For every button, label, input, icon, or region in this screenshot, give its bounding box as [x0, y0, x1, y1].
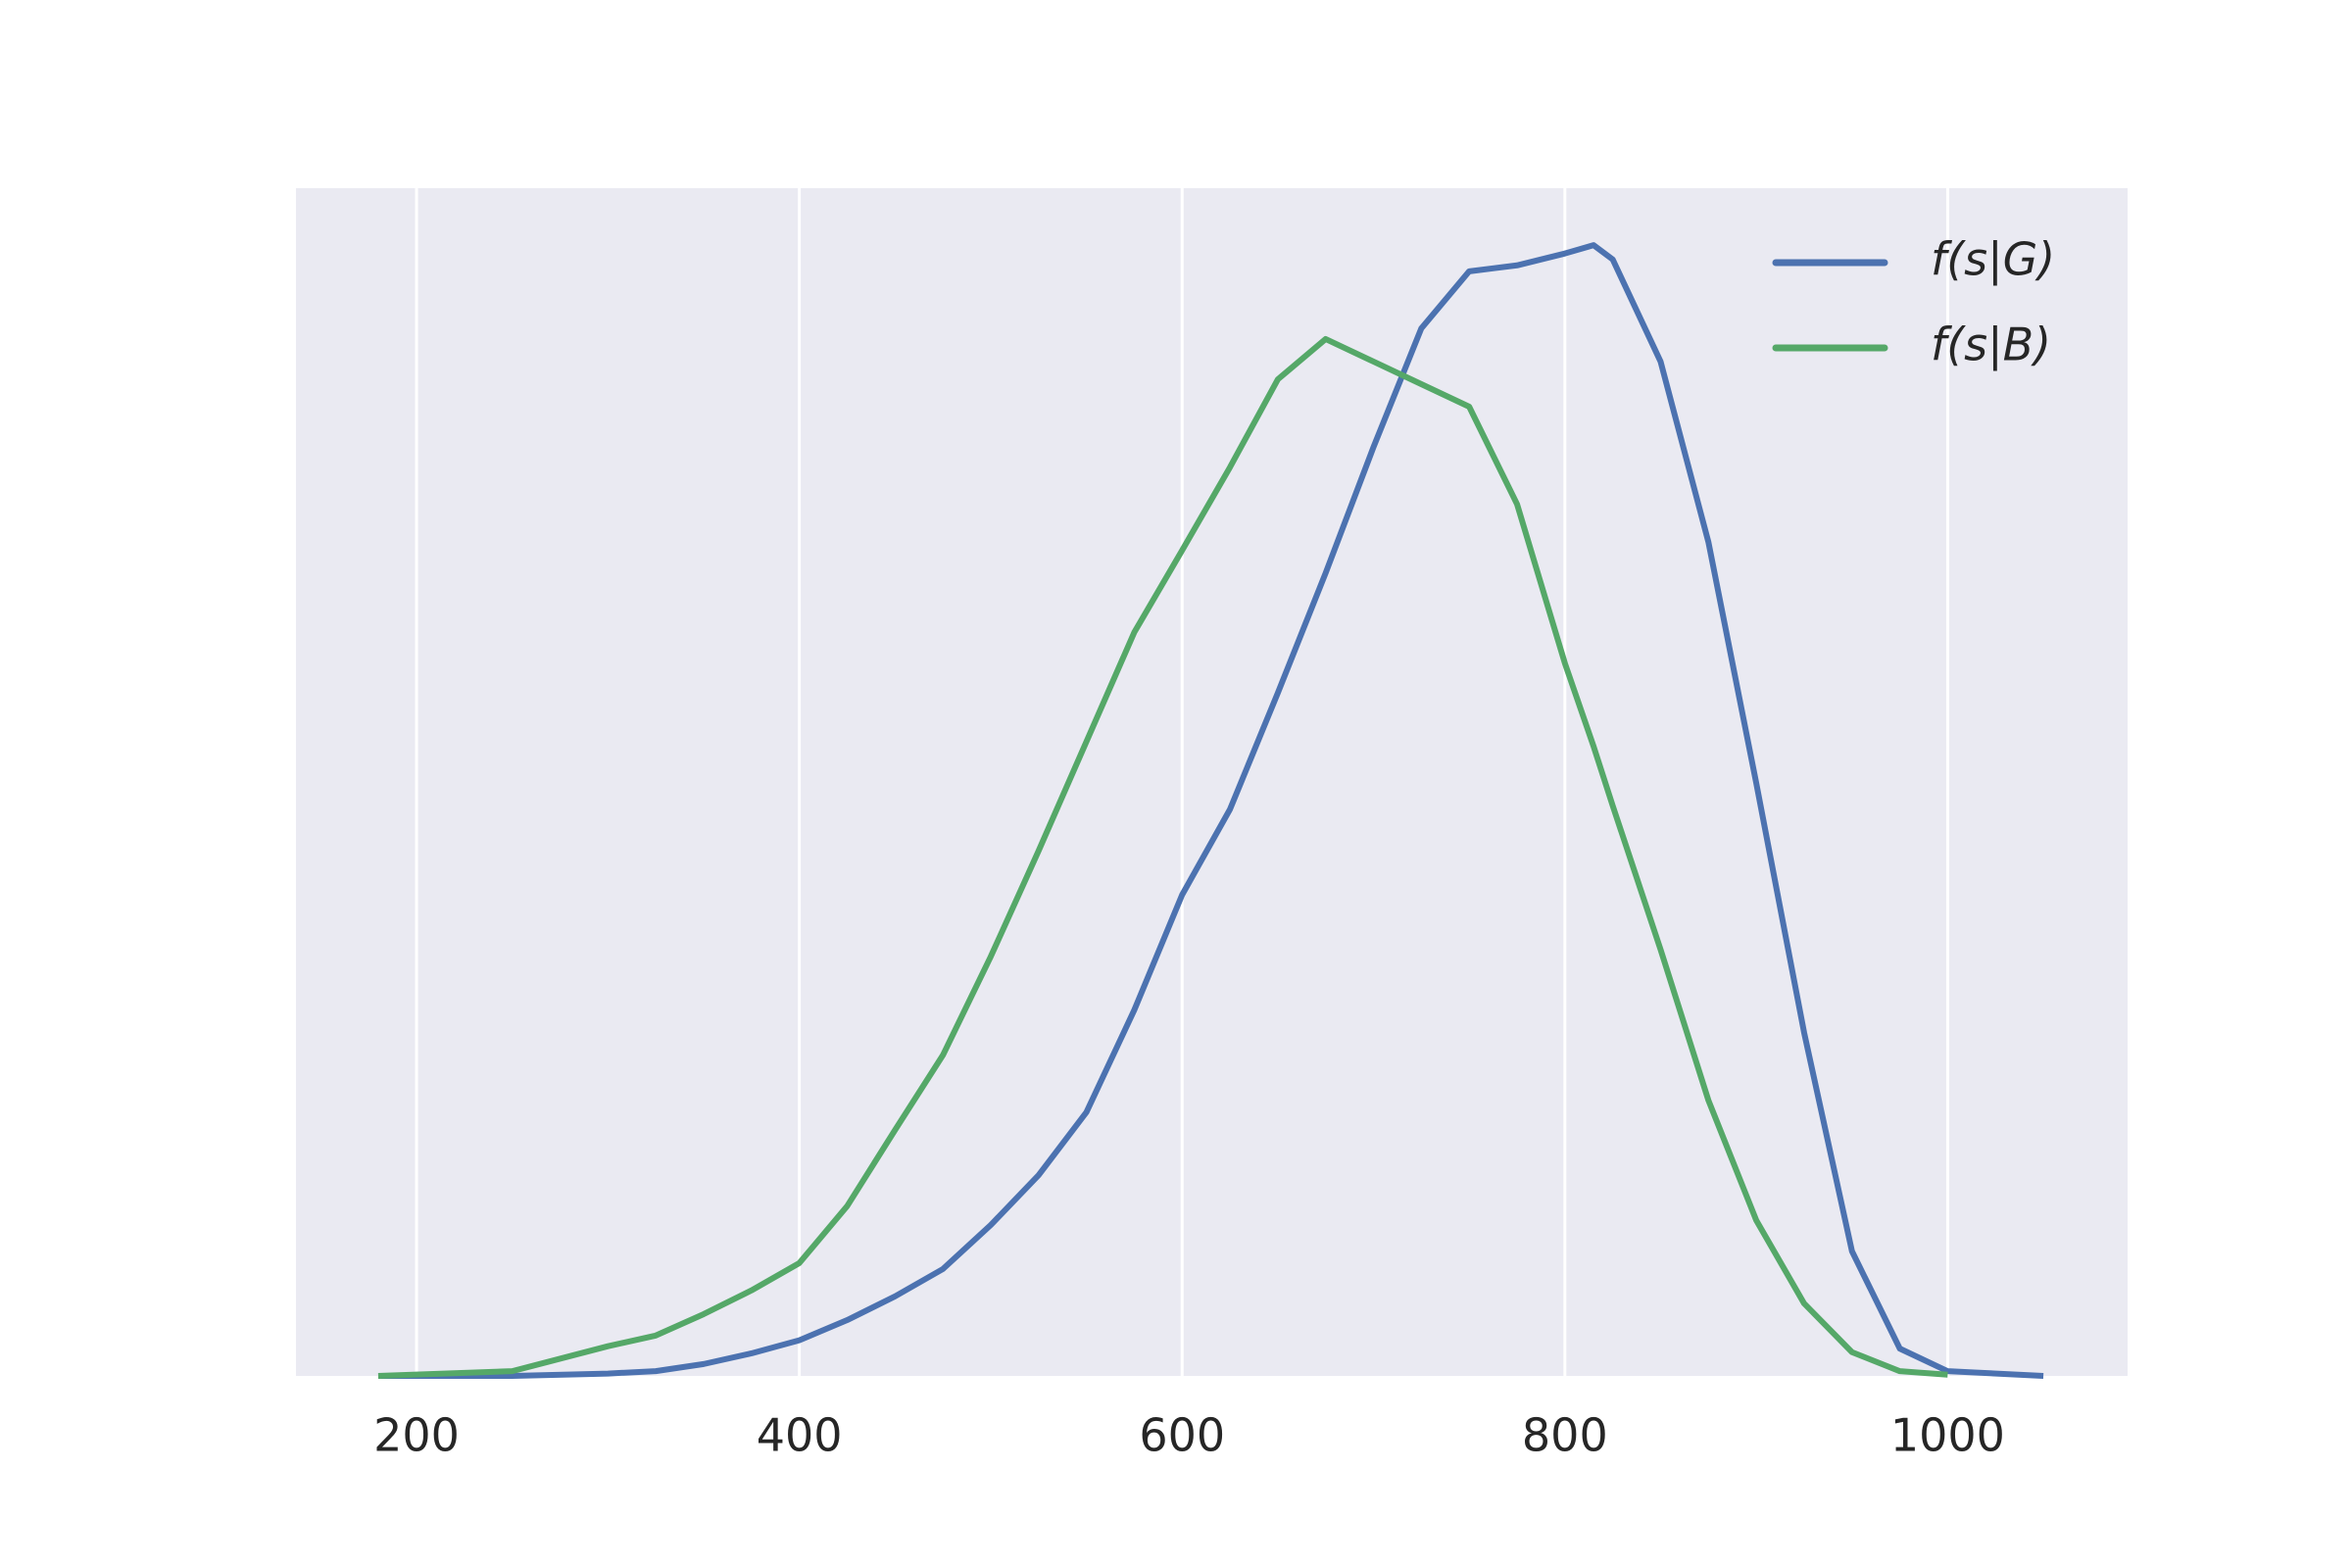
x-tick-label: 1000 — [1890, 1409, 2005, 1462]
plot-area — [296, 188, 2128, 1376]
x-tick-label: 200 — [373, 1409, 460, 1462]
x-tick-label: 800 — [1522, 1409, 1608, 1462]
legend-label: f(s|G) — [1931, 233, 2055, 287]
legend-label: f(s|B) — [1931, 318, 2051, 372]
x-tick-label: 400 — [757, 1409, 843, 1462]
x-tick-label: 600 — [1139, 1409, 1225, 1462]
line-series — [377, 335, 1948, 1379]
line-series — [377, 242, 2044, 1379]
